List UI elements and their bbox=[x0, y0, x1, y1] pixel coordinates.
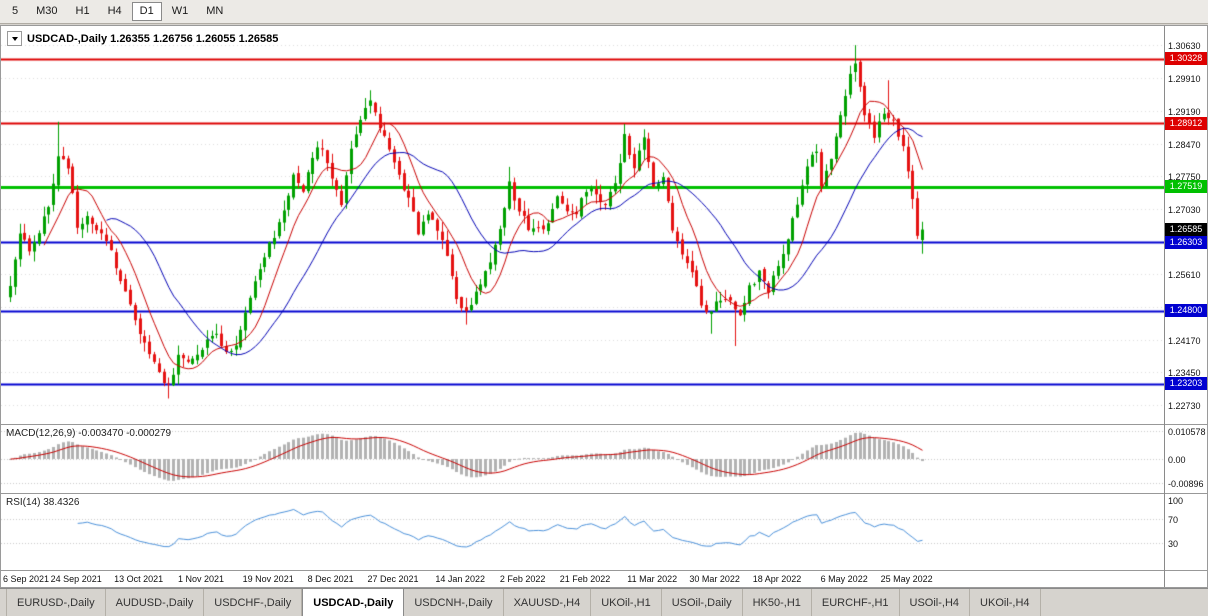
date-label: 13 Oct 2021 bbox=[114, 574, 164, 584]
level-price-badge: 1.24800 bbox=[1165, 304, 1207, 318]
price-tick: 1.25610 bbox=[1168, 270, 1201, 280]
level-price-badge: 1.30328 bbox=[1165, 52, 1207, 66]
date-label: 1 Nov 2021 bbox=[177, 574, 225, 584]
timeframe-button-h4[interactable]: H4 bbox=[107, 5, 122, 17]
bottom-tab-usoil-h4[interactable]: USOil-,H4 bbox=[900, 589, 971, 616]
level-price-badge: 1.28912 bbox=[1165, 116, 1207, 130]
price-tick: 1.24890 bbox=[1168, 302, 1201, 313]
rsi-tick: 30 bbox=[1168, 539, 1179, 550]
level-price-badge: 1.23203 bbox=[1165, 377, 1207, 391]
price-tick: 1.29910 bbox=[1168, 73, 1201, 84]
bottom-tab-ukoil-h4[interactable]: UKOil-,H4 bbox=[970, 589, 1041, 616]
bottom-tab-usdcnh-daily[interactable]: USDCNH-,Daily bbox=[404, 589, 504, 616]
macd-label: MACD(12,26,9) -0.003470 -0.000279 bbox=[6, 428, 172, 439]
pane-separator[interactable] bbox=[1, 493, 1207, 494]
rsi-tick: 100 bbox=[1168, 496, 1184, 506]
macd-tick: -0.00896 bbox=[1168, 478, 1204, 489]
timeframe-button-5[interactable]: 5 bbox=[12, 5, 19, 17]
date-label: 14 Jan 2022 bbox=[435, 574, 485, 584]
date-label: 11 Mar 2022 bbox=[627, 574, 678, 584]
date-label: 6 May 2022 bbox=[820, 574, 868, 584]
bottom-tab-hk50-h1[interactable]: HK50-,H1 bbox=[743, 589, 812, 616]
chart-symbol-label: USDCAD-,Daily bbox=[27, 32, 108, 45]
macd-pane: MACD(12,26,9) -0.003470 -0.000279 bbox=[1, 425, 1165, 493]
bottom-tab-usoil-daily[interactable]: USOil-,Daily bbox=[662, 589, 743, 616]
macd-canvas[interactable] bbox=[1, 425, 1165, 493]
price-tick: 1.28470 bbox=[1168, 139, 1201, 150]
date-label: 2 Feb 2022 bbox=[499, 574, 546, 584]
current-price-badge: 1.26585 bbox=[1165, 223, 1207, 237]
level-price-badge: 1.27519 bbox=[1165, 180, 1207, 194]
timeframe-button-w1[interactable]: W1 bbox=[171, 5, 189, 17]
chart-title-overlay: USDCAD-,Daily 1.26355 1.26756 1.26055 1.… bbox=[7, 31, 278, 46]
chart-title: USDCAD-,Daily 1.26355 1.26756 1.26055 1.… bbox=[27, 33, 278, 45]
date-label: 24 Sep 2021 bbox=[50, 574, 102, 584]
date-label: 21 Feb 2022 bbox=[559, 574, 611, 584]
bottom-tab-usdchf-daily[interactable]: USDCHF-,Daily bbox=[204, 589, 303, 616]
date-label: 18 Apr 2022 bbox=[752, 574, 802, 584]
date-label: 30 Mar 2022 bbox=[689, 574, 740, 584]
macd-tick: 0.00 bbox=[1168, 455, 1186, 465]
price-tick: 1.27030 bbox=[1168, 205, 1201, 216]
time-axis[interactable]: 6 Sep 2021 24 Sep 2021 13 Oct 2021 1 Nov 20… bbox=[1, 571, 1165, 587]
chevron-down-icon bbox=[11, 36, 18, 41]
rsi-label: RSI(14) 38.4326 bbox=[6, 497, 80, 508]
date-label: 8 Dec 2021 bbox=[307, 574, 354, 584]
price-tick: 1.29190 bbox=[1168, 106, 1201, 117]
pane-separator bbox=[1, 570, 1207, 571]
date-label: 19 Nov 2021 bbox=[242, 574, 294, 584]
bottom-tab-ukoil-h1[interactable]: UKOil-,H1 bbox=[591, 589, 662, 616]
timeframe-button-d1[interactable]: D1 bbox=[131, 2, 162, 21]
bottom-tab-eurchf-h1[interactable]: EURCHF-,H1 bbox=[812, 589, 900, 616]
date-label: 6 Sep 2021 bbox=[3, 574, 50, 584]
bottom-tab-audusd-daily[interactable]: AUDUSD-,Daily bbox=[106, 589, 205, 616]
rsi-canvas[interactable] bbox=[1, 494, 1165, 570]
main-chart-canvas[interactable] bbox=[1, 26, 1165, 424]
bottom-tab-eurusd-daily[interactable]: EURUSD-,Daily bbox=[6, 589, 106, 616]
timeframe-button-m30[interactable]: M30 bbox=[36, 5, 58, 17]
chart-tab-bar: EURUSD-,Daily AUDUSD-,Daily USDCHF-,Daily U… bbox=[0, 588, 1208, 616]
date-label: 27 Dec 2021 bbox=[367, 574, 419, 584]
timeframe-button-mn[interactable]: MN bbox=[206, 5, 224, 17]
macd-tick: 0.010578 bbox=[1168, 426, 1206, 437]
rsi-tick: 70 bbox=[1168, 514, 1179, 525]
price-tick: 1.23450 bbox=[1168, 368, 1201, 379]
price-tick: 1.30630 bbox=[1168, 41, 1201, 52]
chart-window: USDCAD-,Daily 1.26355 1.26756 1.26055 1.… bbox=[0, 25, 1208, 588]
date-label: 25 May 2022 bbox=[880, 574, 933, 584]
timeframe-toolbar: 5 M30 H1 H4 D1 W1 MN bbox=[0, 0, 1208, 24]
price-tick: 1.22730 bbox=[1168, 401, 1201, 412]
price-tick: 1.27750 bbox=[1168, 172, 1201, 183]
price-axis[interactable]: 1.30630 1.29910 1.29190 1.28470 1.27750 1.270… bbox=[1164, 26, 1207, 587]
chart-ohlc-values: 1.26355 1.26756 1.26055 1.26585 bbox=[110, 32, 279, 45]
bottom-tab-usdcad-daily[interactable]: USDCAD-,Daily bbox=[302, 589, 405, 616]
rsi-pane: RSI(14) 38.4326 bbox=[1, 494, 1165, 570]
bottom-tab-xauusd-h4[interactable]: XAUUSD-,H4 bbox=[504, 589, 592, 616]
level-price-badge: 1.26303 bbox=[1165, 235, 1207, 249]
timeframe-button-h1[interactable]: H1 bbox=[75, 5, 90, 17]
pane-separator[interactable] bbox=[1, 424, 1207, 425]
price-tick: 1.24170 bbox=[1168, 335, 1201, 346]
symbol-dropdown-button[interactable] bbox=[7, 31, 22, 46]
main-chart-pane: USDCAD-,Daily 1.26355 1.26756 1.26055 1.… bbox=[1, 26, 1165, 424]
